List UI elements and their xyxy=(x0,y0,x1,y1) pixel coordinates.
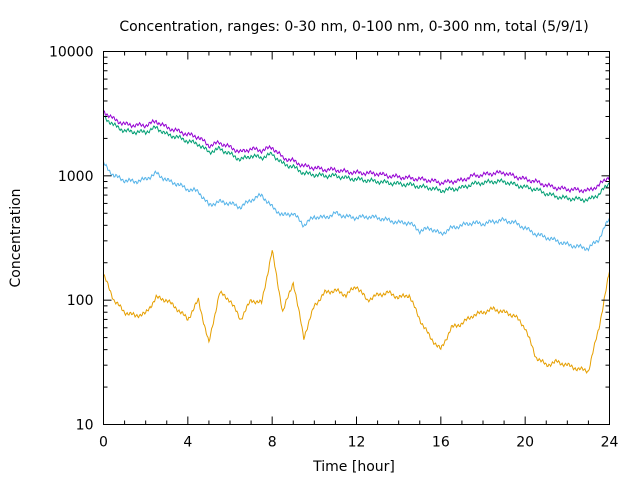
x-tick-label: 4 xyxy=(183,435,192,451)
tick-layer: 0 4 8 12 16 20 24 10 100 1000 10000 xyxy=(49,45,619,451)
series-line-2 xyxy=(103,161,610,252)
y-axis-label: Concentration xyxy=(8,188,24,287)
plot-frame xyxy=(103,51,610,425)
x-tick-label: 16 xyxy=(432,435,450,451)
series-line-1 xyxy=(103,250,610,374)
x-tick-label: 0 xyxy=(99,435,108,451)
x-tick-label: 12 xyxy=(348,435,366,451)
y-tick-label: 10000 xyxy=(49,45,94,61)
y-tick-label: 10 xyxy=(76,418,94,434)
x-axis-label: Time [hour] xyxy=(312,459,395,475)
series-line-3 xyxy=(103,115,610,204)
x-tick-label: 20 xyxy=(516,435,534,451)
y-tick-label: 1000 xyxy=(58,169,94,185)
x-tick-label: 8 xyxy=(268,435,277,451)
x-tick-label: 24 xyxy=(601,435,619,451)
chart-title: Concentration, ranges: 0-30 nm, 0-100 nm… xyxy=(119,19,588,35)
series-layer xyxy=(103,109,610,374)
series-line-4 xyxy=(103,109,610,194)
y-tick-label: 100 xyxy=(67,293,94,309)
